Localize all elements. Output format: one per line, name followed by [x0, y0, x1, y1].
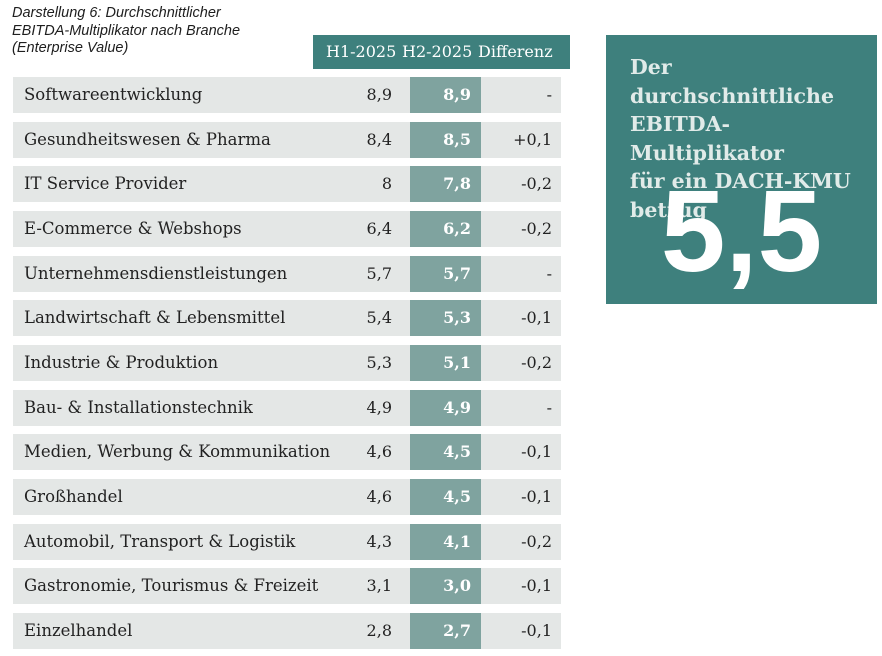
table-row: Gastronomie, Tourismus & Freizeit 3,1 3,0 -… — [13, 568, 561, 604]
row-value-h2: 8,5 — [443, 130, 471, 149]
row-value-diff: - — [546, 85, 552, 104]
row-value-h2: 5,3 — [443, 308, 471, 327]
row-h2-cell: 8,9 — [410, 77, 481, 113]
row-value-h1: 8,4 — [366, 130, 392, 149]
summary-callout: Der durchschnittliche EBITDA-Multiplikat… — [606, 35, 877, 304]
callout-text: Der durchschnittliche EBITDA-Multiplikat… — [630, 53, 870, 224]
callout-line: betrug — [630, 197, 707, 222]
row-value-h2: 3,0 — [443, 576, 471, 595]
row-value-diff: - — [546, 398, 552, 417]
table-row: Einzelhandel 2,8 2,7 -0,1 — [13, 613, 561, 649]
row-value-diff: - — [546, 264, 552, 283]
row-value-h1: 3,1 — [366, 576, 392, 595]
row-value-diff: -0,1 — [521, 442, 552, 461]
caption-line: (Enterprise Value) — [12, 40, 129, 56]
column-header-diff: Differenz — [478, 42, 553, 61]
row-value-h1: 8,9 — [366, 85, 392, 104]
row-value-diff: +0,1 — [513, 130, 552, 149]
row-value-h1: 5,4 — [366, 308, 392, 327]
row-h2-cell: 2,7 — [410, 613, 481, 649]
row-value-h2: 8,9 — [443, 85, 471, 104]
row-value-diff: -0,2 — [521, 219, 552, 238]
table-row: E-Commerce & Webshops 6,4 6,2 -0,2 — [13, 211, 561, 247]
caption-line: Darstellung 6: Durchschnittlicher — [12, 5, 221, 21]
row-value-h1: 2,8 — [366, 621, 392, 640]
row-value-h1: 4,6 — [366, 487, 392, 506]
table-row: Automobil, Transport & Logistik 4,3 4,1 -0,… — [13, 524, 561, 560]
row-h2-cell: 5,3 — [410, 300, 481, 336]
row-h2-cell: 4,5 — [410, 434, 481, 470]
table-row: Unternehmensdienstleistungen 5,7 5,7 - — [13, 256, 561, 292]
row-h2-cell: 8,5 — [410, 122, 481, 158]
table-header: H1-2025 H2-2025 Differenz — [313, 35, 570, 69]
row-value-h1: 5,3 — [366, 353, 392, 372]
row-value-h2: 4,9 — [443, 398, 471, 417]
row-h2-cell: 5,7 — [410, 256, 481, 292]
row-h2-cell: 3,0 — [410, 568, 481, 604]
row-value-diff: -0,2 — [521, 174, 552, 193]
table-row: Gesundheitswesen & Pharma 8,4 8,5 +0,1 — [13, 122, 561, 158]
row-value-diff: -0,2 — [521, 532, 552, 551]
row-value-h1: 6,4 — [366, 219, 392, 238]
table-row: Softwareentwicklung 8,9 8,9 - — [13, 77, 561, 113]
row-label: Automobil, Transport & Logistik — [24, 532, 296, 551]
row-value-h2: 4,5 — [443, 487, 471, 506]
caption-line: EBITDA-Multiplikator nach Branche — [12, 22, 241, 39]
row-label: Industrie & Produktion — [24, 353, 219, 372]
row-value-h2: 5,7 — [443, 264, 471, 283]
row-h2-cell: 6,2 — [410, 211, 481, 247]
table-row: Großhandel 4,6 4,5 -0,1 — [13, 479, 561, 515]
row-h2-cell: 5,1 — [410, 345, 481, 381]
callout-line: Der durchschnittliche — [630, 55, 834, 108]
row-value-h2: 4,1 — [443, 532, 471, 551]
row-h2-cell: 4,9 — [410, 390, 481, 426]
row-value-diff: -0,1 — [521, 308, 552, 327]
row-label: Gastronomie, Tourismus & Freizeit — [24, 576, 319, 595]
row-label: Gesundheitswesen & Pharma — [24, 130, 271, 149]
table-row: Bau- & Installationstechnik 4,9 4,9 - — [13, 390, 561, 426]
row-label: Bau- & Installationstechnik — [24, 398, 253, 417]
row-value-h1: 8 — [381, 174, 392, 193]
table-row: Medien, Werbung & Kommunikation 4,6 4,5 -0,… — [13, 434, 561, 470]
row-value-diff: -0,1 — [521, 487, 552, 506]
row-value-h2: 6,2 — [443, 219, 471, 238]
row-label: Unternehmensdienstleistungen — [24, 264, 288, 283]
row-value-diff: -0,1 — [521, 621, 552, 640]
callout-line: EBITDA-Multiplikator — [630, 112, 784, 165]
row-label: IT Service Provider — [24, 174, 187, 193]
row-label: Medien, Werbung & Kommunikation — [24, 442, 331, 461]
row-value-h1: 5,7 — [366, 264, 392, 283]
row-h2-cell: 4,1 — [410, 524, 481, 560]
row-h2-cell: 7,8 — [410, 166, 481, 202]
table-row: IT Service Provider 8 7,8 -0,2 — [13, 166, 561, 202]
callout-line: für ein DACH-KMU — [630, 169, 851, 193]
row-value-h2: 5,1 — [443, 353, 471, 372]
row-value-h2: 4,5 — [443, 442, 471, 461]
row-label: Großhandel — [24, 487, 123, 506]
row-label: Softwareentwicklung — [24, 85, 203, 104]
row-value-h1: 4,3 — [366, 532, 392, 551]
row-label: Landwirtschaft & Lebensmittel — [24, 308, 286, 327]
table-row: Landwirtschaft & Lebensmittel 5,4 5,3 -0,1 — [13, 300, 561, 336]
callout-value: 5,5 — [660, 166, 823, 296]
column-header-h2: H2-2025 — [402, 42, 473, 61]
row-value-h2: 2,7 — [443, 621, 471, 640]
row-value-h1: 4,9 — [366, 398, 392, 417]
table-row: Industrie & Produktion 5,3 5,1 -0,2 — [13, 345, 561, 381]
row-value-h2: 7,8 — [443, 174, 471, 193]
chart-caption: Darstellung 6: Durchschnittlicher EBITDA… — [12, 5, 292, 58]
row-label: E-Commerce & Webshops — [24, 219, 242, 238]
row-value-diff: -0,1 — [521, 576, 552, 595]
row-value-diff: -0,2 — [521, 353, 552, 372]
column-header-h1: H1-2025 — [326, 42, 397, 61]
row-h2-cell: 4,5 — [410, 479, 481, 515]
row-label: Einzelhandel — [24, 621, 133, 640]
row-value-h1: 4,6 — [366, 442, 392, 461]
